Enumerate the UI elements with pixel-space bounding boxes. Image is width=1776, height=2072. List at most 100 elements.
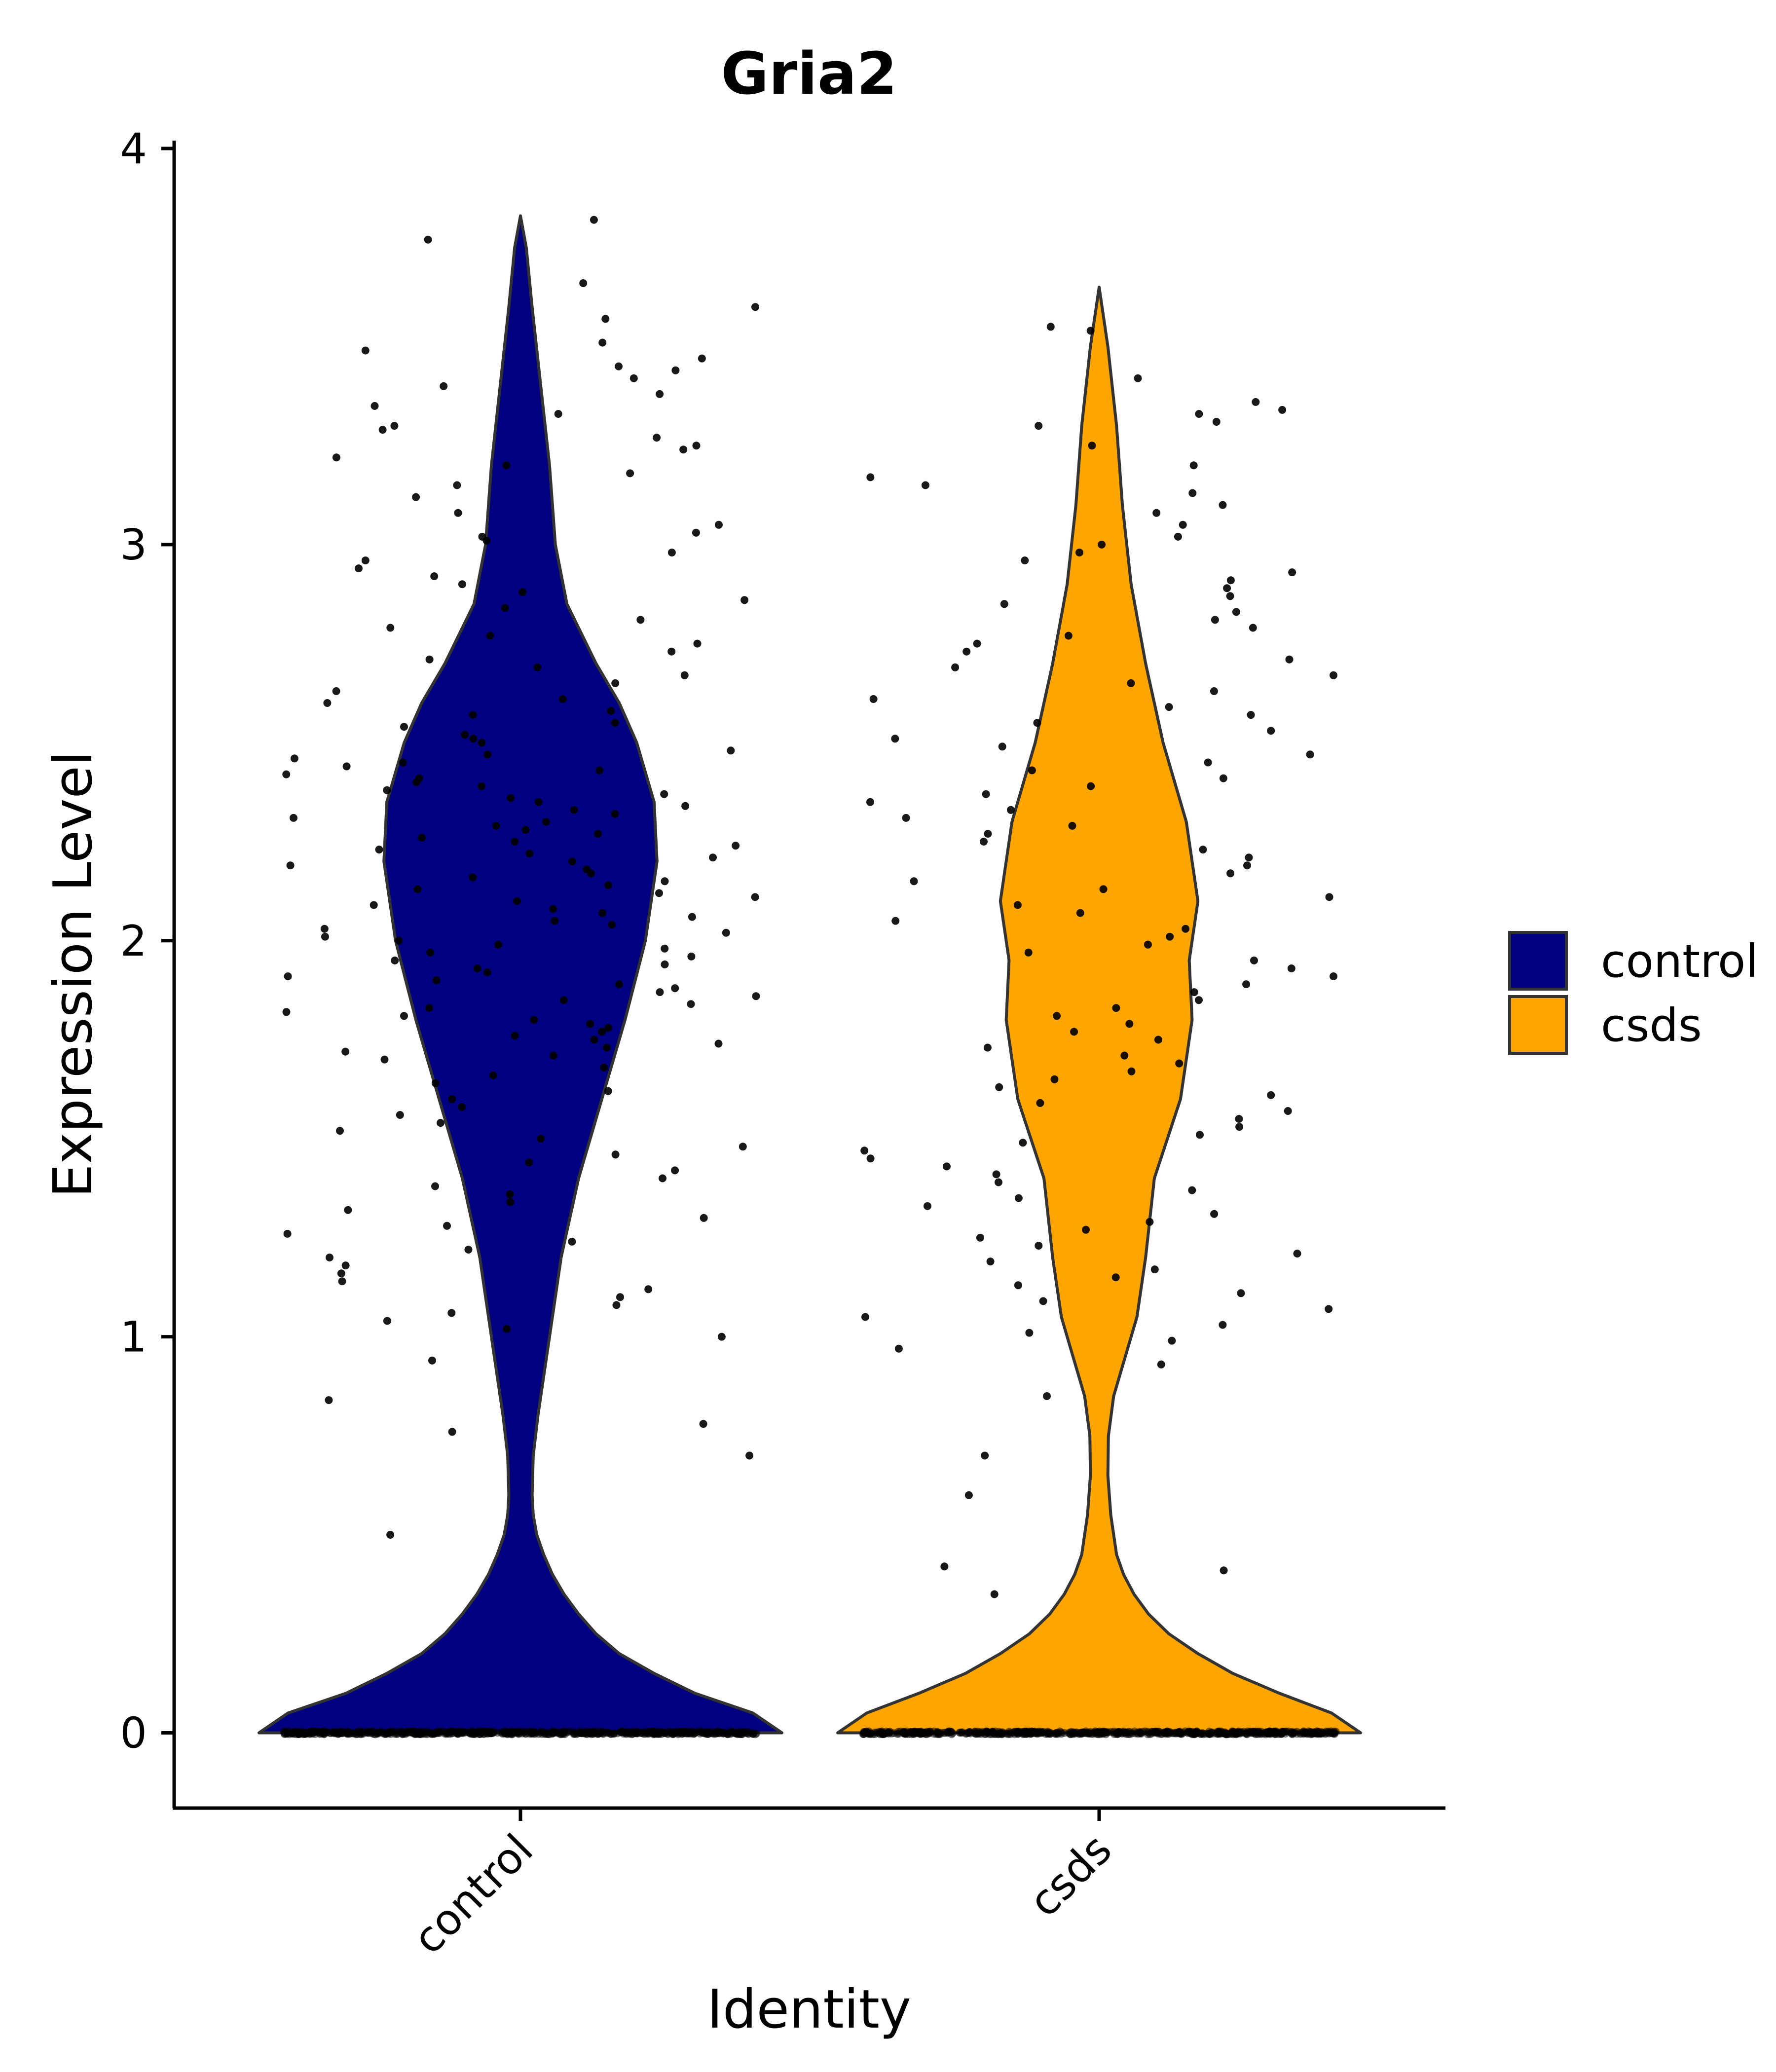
point-control xyxy=(661,960,669,968)
point-csds xyxy=(1284,1107,1292,1115)
point-zero-control xyxy=(530,1728,539,1737)
point-control xyxy=(443,1221,451,1230)
point-csds xyxy=(1325,893,1333,901)
point-zero-control xyxy=(607,1730,615,1738)
point-control xyxy=(727,746,735,755)
point-csds xyxy=(1211,616,1219,624)
point-csds xyxy=(990,1590,999,1598)
point-csds xyxy=(924,1202,931,1210)
point-zero-control xyxy=(393,1730,401,1738)
point-control xyxy=(342,762,351,771)
point-control xyxy=(752,992,760,1000)
point-csds xyxy=(869,695,878,703)
point-csds xyxy=(1076,909,1084,917)
point-zero-control xyxy=(633,1729,641,1738)
point-csds xyxy=(1219,501,1227,509)
point-zero-control xyxy=(378,1728,387,1737)
point-control xyxy=(380,1055,389,1064)
y-tick-label: 2 xyxy=(120,917,147,966)
point-csds xyxy=(973,639,981,648)
point-csds xyxy=(1053,1012,1061,1020)
point-control xyxy=(341,1047,350,1056)
point-control xyxy=(473,964,481,972)
point-control xyxy=(464,1246,473,1254)
point-control xyxy=(391,956,399,964)
point-control xyxy=(378,426,387,434)
point-zero-control xyxy=(537,1728,545,1736)
point-zero-csds xyxy=(894,1730,903,1738)
point-csds xyxy=(866,473,875,481)
point-control xyxy=(661,877,669,886)
point-csds xyxy=(984,830,992,838)
point-control xyxy=(426,948,435,957)
point-control xyxy=(587,869,595,878)
point-zero-csds xyxy=(1130,1727,1139,1736)
point-control xyxy=(506,1198,515,1206)
point-control xyxy=(361,556,370,564)
point-control xyxy=(290,754,298,763)
point-zero-csds xyxy=(1005,1728,1013,1736)
point-zero-control xyxy=(497,1729,506,1737)
point-zero-csds xyxy=(1289,1730,1296,1739)
point-csds xyxy=(1232,608,1240,616)
point-control xyxy=(418,834,426,842)
point-control xyxy=(600,1063,608,1072)
point-control xyxy=(549,905,557,913)
point-control xyxy=(341,1261,350,1270)
point-control xyxy=(608,921,616,929)
point-control xyxy=(525,1158,533,1167)
point-control xyxy=(506,1190,514,1198)
point-csds xyxy=(1021,556,1029,564)
point-csds xyxy=(1179,520,1187,529)
point-csds xyxy=(1219,774,1227,782)
point-csds xyxy=(1144,940,1152,949)
point-csds xyxy=(1285,655,1294,664)
point-control xyxy=(320,925,329,933)
point-zero-control xyxy=(423,1729,432,1737)
point-csds xyxy=(861,1313,869,1321)
point-control xyxy=(551,917,559,925)
point-control xyxy=(604,1087,612,1095)
y-axis-title: Expression Level xyxy=(42,751,104,1198)
point-zero-control xyxy=(654,1728,662,1736)
point-zero-csds xyxy=(997,1729,1005,1738)
point-control xyxy=(656,390,664,398)
point-csds xyxy=(1219,1321,1227,1329)
point-csds xyxy=(1134,374,1142,382)
point-zero-control xyxy=(414,1729,422,1738)
point-control xyxy=(430,572,439,581)
point-csds xyxy=(1247,711,1255,719)
y-tick-label: 3 xyxy=(120,520,147,570)
point-control xyxy=(655,889,663,897)
point-csds xyxy=(1070,1028,1078,1036)
point-csds xyxy=(1245,853,1253,862)
point-control xyxy=(437,1119,444,1127)
violins-layer xyxy=(258,214,1362,1735)
point-zero-csds xyxy=(1107,1728,1115,1736)
point-zero-control xyxy=(330,1729,338,1737)
point-control xyxy=(530,1016,538,1024)
point-csds xyxy=(1013,901,1022,909)
point-csds xyxy=(940,1562,949,1571)
point-csds xyxy=(1019,1139,1027,1147)
point-csds xyxy=(1157,1360,1165,1369)
point-csds xyxy=(1064,631,1073,640)
point-csds xyxy=(995,1083,1003,1091)
point-csds xyxy=(1195,996,1203,1004)
point-control xyxy=(653,434,661,442)
point-control xyxy=(511,1032,519,1040)
point-control xyxy=(681,802,690,810)
point-csds xyxy=(980,838,988,846)
point-zero-control xyxy=(690,1729,699,1738)
point-control xyxy=(604,1024,613,1032)
point-zero-csds xyxy=(1215,1729,1223,1738)
point-control xyxy=(525,850,534,858)
point-csds xyxy=(1210,687,1218,695)
point-control xyxy=(375,846,383,854)
point-control xyxy=(692,442,701,450)
point-zero-control xyxy=(320,1730,328,1739)
point-zero-csds xyxy=(956,1729,964,1737)
point-zero-csds xyxy=(1053,1729,1061,1737)
point-zero-csds xyxy=(1164,1730,1173,1738)
point-zero-control xyxy=(751,1730,759,1739)
